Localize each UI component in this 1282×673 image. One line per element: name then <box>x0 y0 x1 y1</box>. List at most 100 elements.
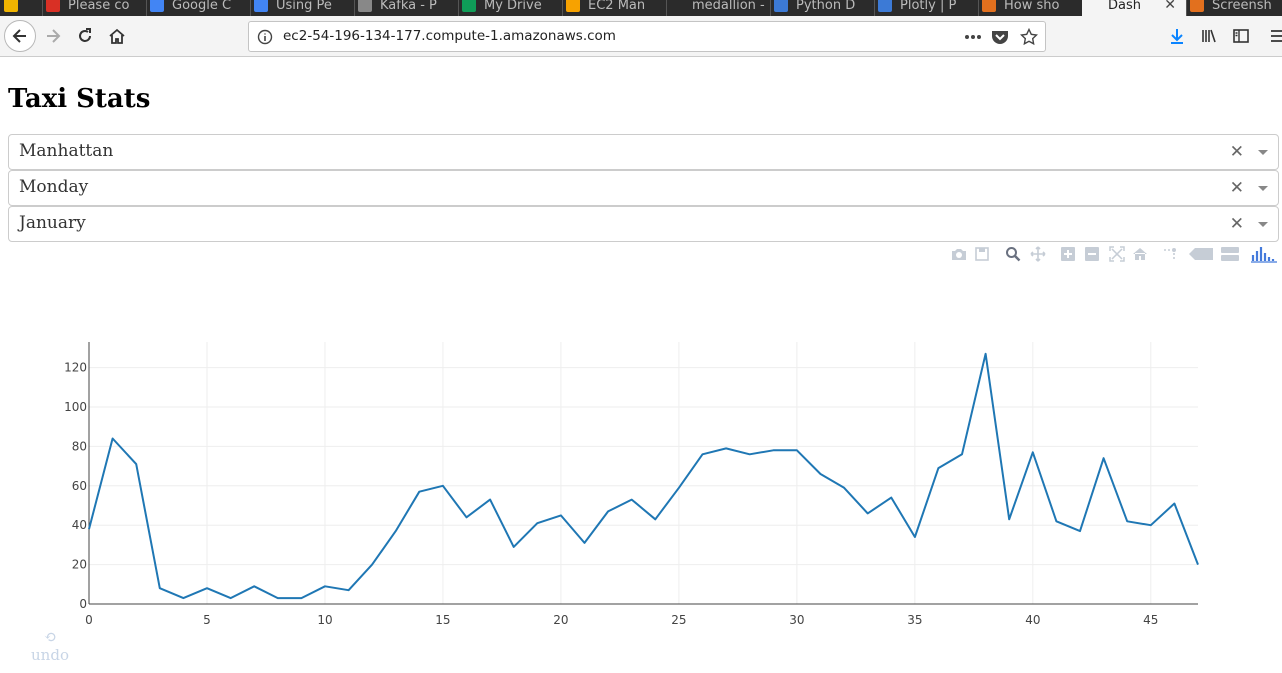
month-dropdown[interactable]: January ✕ <box>8 206 1279 242</box>
tab-label: Please co <box>68 0 130 13</box>
y-tick-label: 0 <box>79 597 87 611</box>
download-icon <box>1171 29 1183 44</box>
y-tick-label: 80 <box>72 439 87 453</box>
browser-tab[interactable]: My Drive <box>458 0 563 16</box>
tab-label: Google C <box>172 0 232 13</box>
tab-favicon-icon <box>4 0 18 12</box>
clear-icon[interactable]: ✕ <box>1229 214 1244 234</box>
downloads-button[interactable] <box>1161 20 1193 52</box>
library-button[interactable] <box>1193 20 1225 52</box>
hover-closest-icon[interactable] <box>1188 244 1214 264</box>
tab-label: Using Pe <box>276 0 332 13</box>
zoom-icon[interactable] <box>1004 244 1022 264</box>
browser-tab-strip: Please co Google C Using Pe Kafka - P My Dri… <box>0 0 1282 16</box>
save-icon[interactable] <box>973 244 991 264</box>
tab-label: How sho <box>1004 0 1060 13</box>
browser-tab[interactable]: Kafka - P <box>354 0 459 16</box>
tab-label: Kafka - P <box>380 0 437 13</box>
tab-label: medallion - <box>692 0 765 13</box>
tab-favicon-icon <box>982 0 996 12</box>
browser-tab[interactable]: Dash ✕ <box>1082 0 1187 16</box>
x-tick-label: 20 <box>553 613 568 627</box>
tab-label: Screensh <box>1212 0 1272 13</box>
browser-tab[interactable]: Please co <box>42 0 147 16</box>
menu-button[interactable] <box>1262 20 1282 52</box>
day-dropdown[interactable]: Monday ✕ <box>8 170 1279 206</box>
info-icon[interactable] <box>255 27 275 47</box>
browser-tab[interactable]: How sho <box>978 0 1083 16</box>
tab-favicon-icon <box>46 0 60 12</box>
sidebar-button[interactable] <box>1225 20 1257 52</box>
zoom-out-icon[interactable] <box>1083 244 1101 264</box>
taxi-line-chart: 0 5 10 15 20 25 30 35 40 45 0 20 40 60 80 100 120 <box>64 342 1199 627</box>
browser-tab[interactable]: medallion - <box>666 0 771 16</box>
dropdown-value: Monday <box>19 177 89 197</box>
sidebar-icon <box>1233 29 1249 43</box>
address-bar[interactable]: ec2-54-196-134-177.compute-1.amazonaws.c… <box>248 21 1046 52</box>
y-tick-label: 40 <box>72 518 87 532</box>
forward-button[interactable] <box>37 20 69 52</box>
chevron-down-icon[interactable] <box>1258 186 1268 191</box>
autoscale-icon[interactable] <box>1108 244 1126 264</box>
x-tick-label: 5 <box>203 613 211 627</box>
x-tick-label: 40 <box>1025 613 1040 627</box>
tab-favicon-icon <box>1086 0 1100 12</box>
reset-axes-icon[interactable] <box>1131 244 1149 264</box>
x-tick-label: 0 <box>85 613 93 627</box>
x-tick-label: 45 <box>1143 613 1158 627</box>
spike-lines-icon[interactable] <box>1161 244 1179 264</box>
browser-tab[interactable]: EC2 Man <box>562 0 667 16</box>
browser-tab[interactable]: Plotly | P <box>874 0 979 16</box>
home-icon <box>109 28 125 44</box>
x-tick-label: 25 <box>671 613 686 627</box>
x-tick-label: 35 <box>907 613 922 627</box>
series-line <box>88 352 1199 600</box>
chart-grid <box>89 342 1198 604</box>
tab-favicon-icon <box>1190 0 1204 12</box>
bookmark-star-icon[interactable] <box>1019 27 1039 47</box>
tab-favicon-icon <box>462 0 476 12</box>
y-tick-label: 120 <box>64 361 87 375</box>
browser-tab[interactable]: Screensh <box>1186 0 1282 16</box>
x-tick-label: 30 <box>789 613 804 627</box>
tab-label: EC2 Man <box>588 0 646 13</box>
undo-label: undo <box>31 646 69 664</box>
url-text[interactable]: ec2-54-196-134-177.compute-1.amazonaws.c… <box>283 28 616 44</box>
chart-series <box>88 352 1199 600</box>
borough-dropdown[interactable]: Manhattan ✕ <box>8 134 1279 170</box>
y-tick-label: 20 <box>72 558 87 572</box>
tick-labels: 0 5 10 15 20 25 30 35 40 45 0 20 40 60 80 100 120 <box>64 361 1158 627</box>
back-button[interactable] <box>4 20 36 52</box>
plotly-logo-icon[interactable] <box>1250 244 1278 264</box>
chevron-down-icon[interactable] <box>1258 150 1268 155</box>
hamburger-menu-icon <box>1271 30 1282 42</box>
tab-favicon-icon <box>254 0 268 12</box>
undo-icon: ⟲ <box>43 628 57 646</box>
library-icon <box>1202 29 1216 43</box>
browser-tab[interactable] <box>0 0 43 16</box>
clear-icon[interactable]: ✕ <box>1229 178 1244 198</box>
x-tick-label: 10 <box>317 613 332 627</box>
browser-toolbar: ec2-54-196-134-177.compute-1.amazonaws.c… <box>0 16 1282 57</box>
chevron-down-icon[interactable] <box>1258 222 1268 227</box>
browser-tab[interactable]: Google C <box>146 0 251 16</box>
reload-button[interactable] <box>69 20 101 52</box>
zoom-in-icon[interactable] <box>1059 244 1077 264</box>
y-tick-label: 100 <box>64 400 87 414</box>
browser-tab[interactable]: Python D <box>770 0 875 16</box>
close-tab-icon[interactable]: ✕ <box>1164 0 1176 13</box>
browser-tab[interactable]: Using Pe <box>250 0 355 16</box>
tab-favicon-icon <box>878 0 892 12</box>
camera-icon[interactable] <box>950 244 968 264</box>
y-tick-label: 60 <box>72 479 87 493</box>
pan-icon[interactable] <box>1029 244 1047 264</box>
forward-arrow-icon <box>47 29 61 43</box>
page-actions-icon[interactable] <box>963 27 983 47</box>
undo-button[interactable]: ⟲ undo <box>30 628 70 664</box>
home-button[interactable] <box>101 20 133 52</box>
tab-label: My Drive <box>484 0 542 13</box>
back-arrow-icon <box>12 29 26 43</box>
clear-icon[interactable]: ✕ <box>1229 142 1244 162</box>
hover-compare-icon[interactable] <box>1219 244 1241 264</box>
pocket-icon[interactable] <box>990 27 1010 47</box>
